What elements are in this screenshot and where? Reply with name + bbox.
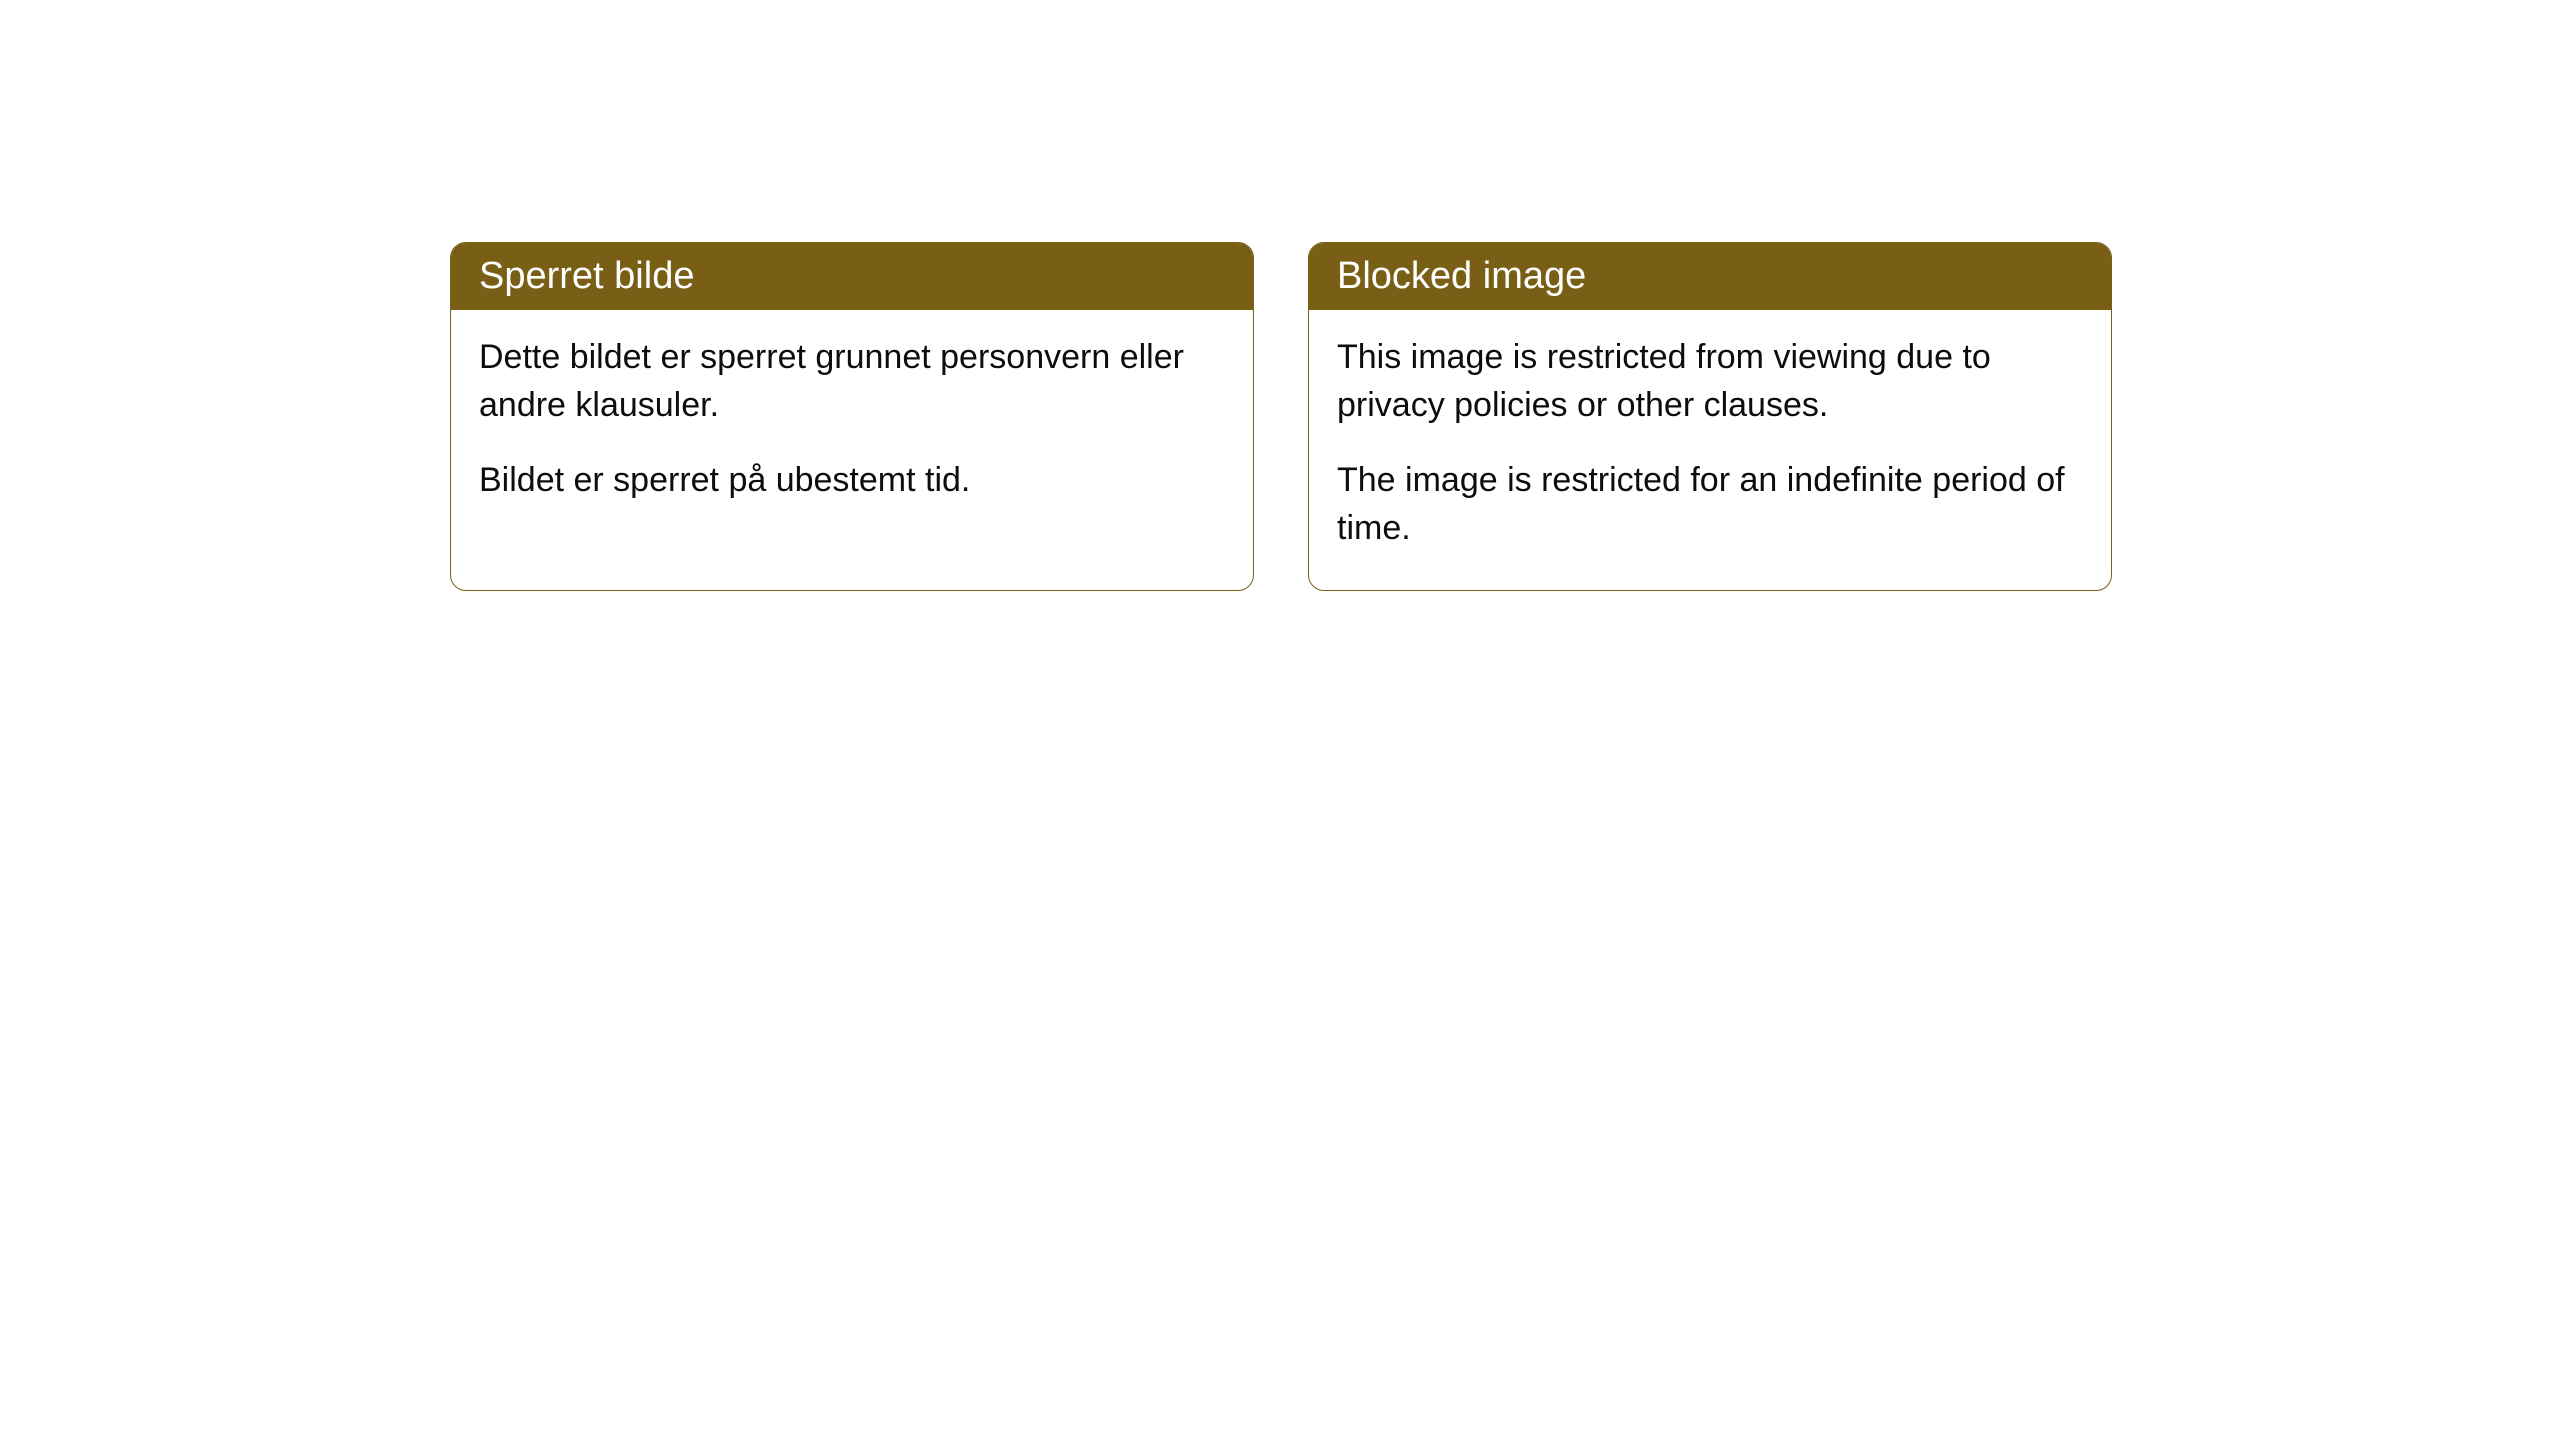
notice-cards-container: Sperret bilde Dette bildet er sperret gr… — [450, 242, 2112, 591]
card-body: Dette bildet er sperret grunnet personve… — [451, 310, 1253, 543]
card-paragraph: This image is restricted from viewing du… — [1337, 334, 2083, 429]
card-body: This image is restricted from viewing du… — [1309, 310, 2111, 590]
card-title: Blocked image — [1337, 255, 1586, 297]
notice-card-english: Blocked image This image is restricted f… — [1308, 242, 2112, 591]
card-header: Sperret bilde — [451, 243, 1253, 310]
card-title: Sperret bilde — [479, 255, 694, 297]
notice-card-norwegian: Sperret bilde Dette bildet er sperret gr… — [450, 242, 1254, 591]
card-header: Blocked image — [1309, 243, 2111, 310]
card-paragraph: Bildet er sperret på ubestemt tid. — [479, 457, 1225, 505]
card-paragraph: The image is restricted for an indefinit… — [1337, 457, 2083, 552]
card-paragraph: Dette bildet er sperret grunnet personve… — [479, 334, 1225, 429]
